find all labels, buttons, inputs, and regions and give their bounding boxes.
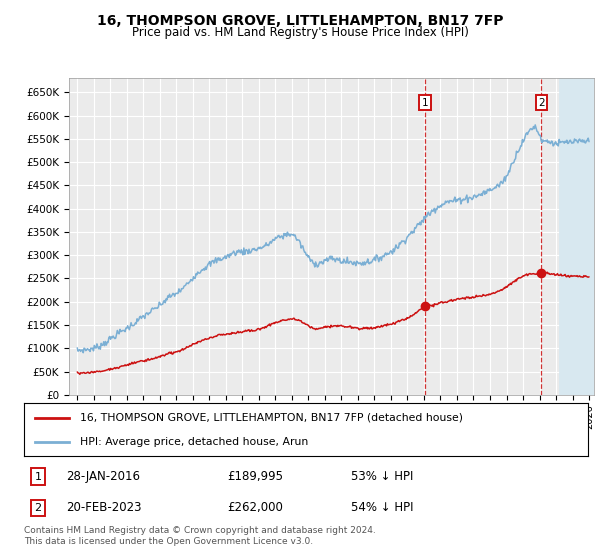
Text: HPI: Average price, detached house, Arun: HPI: Average price, detached house, Arun xyxy=(80,437,308,447)
Text: 2: 2 xyxy=(538,97,545,108)
Text: 16, THOMPSON GROVE, LITTLEHAMPTON, BN17 7FP: 16, THOMPSON GROVE, LITTLEHAMPTON, BN17 … xyxy=(97,14,503,28)
Text: 20-FEB-2023: 20-FEB-2023 xyxy=(66,501,142,515)
Text: £189,995: £189,995 xyxy=(227,470,283,483)
Text: Price paid vs. HM Land Registry's House Price Index (HPI): Price paid vs. HM Land Registry's House … xyxy=(131,26,469,39)
Text: Contains HM Land Registry data © Crown copyright and database right 2024.
This d: Contains HM Land Registry data © Crown c… xyxy=(24,526,376,546)
Text: £262,000: £262,000 xyxy=(227,501,283,515)
Text: 53% ↓ HPI: 53% ↓ HPI xyxy=(351,470,413,483)
Text: 2: 2 xyxy=(35,503,41,513)
Bar xyxy=(559,78,600,395)
Text: 54% ↓ HPI: 54% ↓ HPI xyxy=(351,501,413,515)
Text: 1: 1 xyxy=(35,472,41,482)
Text: 1: 1 xyxy=(422,97,428,108)
Text: 16, THOMPSON GROVE, LITTLEHAMPTON, BN17 7FP (detached house): 16, THOMPSON GROVE, LITTLEHAMPTON, BN17 … xyxy=(80,413,463,423)
Text: 28-JAN-2016: 28-JAN-2016 xyxy=(66,470,140,483)
